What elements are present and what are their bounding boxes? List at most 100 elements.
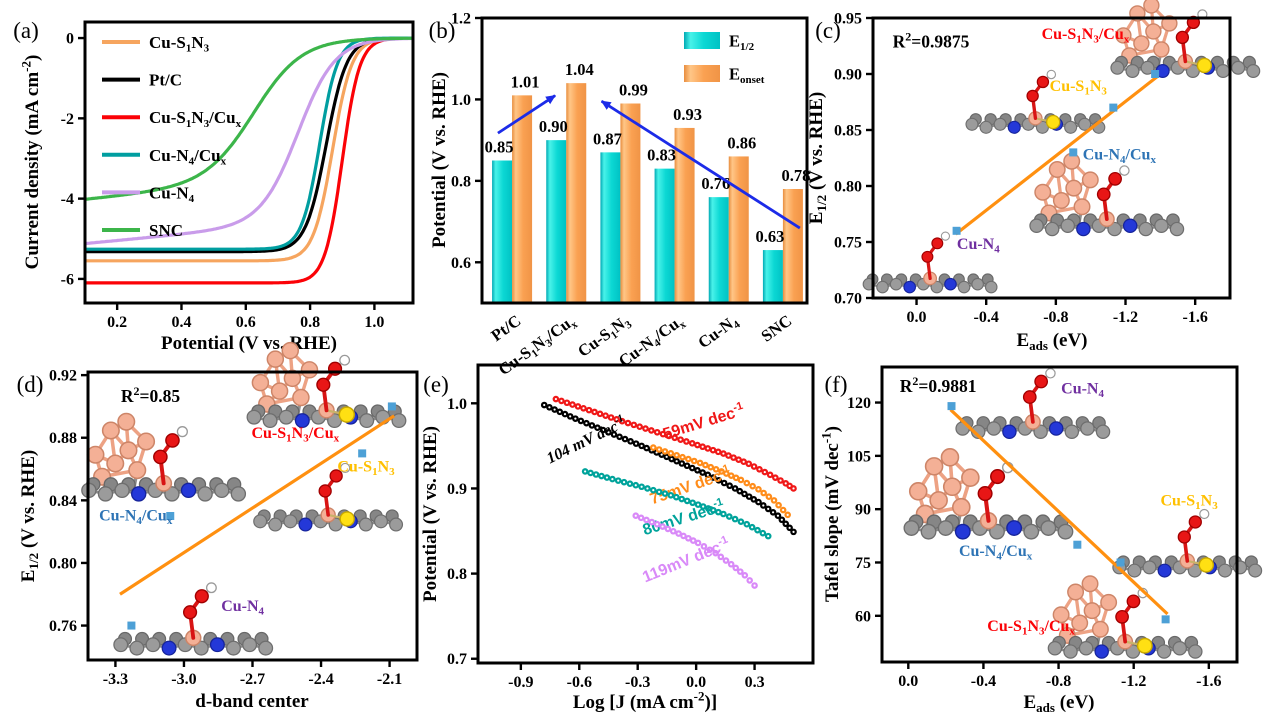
x-axis-label: Potential (V vs. RHE) (161, 333, 337, 354)
tafel-curve-80mV-dec-1- (581, 468, 772, 540)
x-tick-label: -1.2 (1121, 673, 1146, 690)
y-tick-label: 1.0 (447, 396, 467, 413)
scatter-point-Cu-N-4- (952, 226, 961, 235)
fit-line (954, 74, 1159, 236)
bar-ehalf (492, 160, 513, 303)
point-label: Cu-S1N3 (1160, 493, 1218, 513)
y-axis-label: Potential (V vs. RHE) (429, 72, 450, 248)
bar-eonset (512, 95, 533, 303)
legend-item: Pt/C (102, 71, 182, 90)
legend-item: SNC (102, 221, 183, 240)
bar-value-label: 1.01 (511, 72, 540, 91)
x-tick-label: 0.4 (171, 314, 191, 331)
lsv-curve-SNC (84, 36, 414, 201)
y-tick-label: 0.84 (49, 493, 77, 510)
panel-d: Cu-N4/Cux Cu-S1N3/Cux Cu-S1N3 Cu-N4 R2=0.85 -… (17, 341, 419, 712)
y-tick-label: 1.2 (451, 11, 471, 28)
cu-n4-molecule-inset (113, 582, 274, 656)
r-squared-label: R2=0.9881 (900, 374, 977, 396)
y-tick-label: 0.92 (49, 368, 77, 385)
fit-line (949, 408, 1169, 616)
x-tick-label: 0.2 (107, 314, 127, 331)
lsv-curve-Cu-S-1-N-3-Cu-x- (84, 36, 414, 285)
y-tick-label: -6 (61, 271, 74, 288)
category-label: Cu-N4 (694, 311, 743, 355)
y-tick-label: 0.85 (834, 123, 862, 140)
bar-value-label: 0.90 (539, 117, 568, 136)
point-label: Cu-S1N3/Cux (1042, 26, 1130, 46)
plot-border (480, 16, 809, 305)
legend-item: Cu-N4/Cux (102, 146, 227, 168)
cu-n4-molecule-inset (955, 368, 1111, 440)
y-tick-label: 0.76 (49, 618, 77, 635)
legend-label: Cu-N4 (149, 183, 195, 205)
scatter-point-Cu-S-1-N-3- (1116, 558, 1125, 567)
x-tick-label: -1.6 (1183, 309, 1208, 326)
y-tick-label: 0.95 (834, 11, 862, 28)
lsv-curve-Cu-N-4- (84, 36, 414, 246)
point-label: Cu-N4 (221, 598, 264, 618)
lsv-curve-Pt-C (84, 36, 414, 254)
cu-s1n3-molecule-inset (1112, 508, 1263, 578)
bar-value-label: 0.78 (781, 166, 810, 185)
y-tick-label: -4 (61, 191, 74, 208)
point-label: Cu-S1N3/Cux (251, 425, 339, 445)
legend-item: Eonset (684, 65, 765, 87)
panel-letter: (c) (815, 18, 841, 43)
y-axis-label: Current density (mA cm-2) (18, 55, 43, 270)
y-tick-label: 0.75 (834, 235, 862, 252)
x-tick-label: -0.4 (971, 673, 996, 690)
bar-value-label: 0.76 (701, 174, 730, 193)
tafel-slope-label: 59mV dec-1 (660, 400, 746, 443)
x-tick-label: 0.6 (236, 314, 256, 331)
y-tick-label: 0.8 (447, 566, 467, 583)
point-label: Cu-N4/Cux (959, 543, 1033, 563)
bar-ehalf (654, 168, 675, 303)
x-tick-label: -2.1 (377, 671, 402, 688)
y-tick-label: 0.9 (447, 481, 467, 498)
point-label: Cu-S1N3 (337, 458, 395, 478)
bar-eonset (620, 103, 641, 303)
y-axis-label: E1/2 (V vs. RHE) (18, 450, 41, 582)
panel-f: Cu-N4 Cu-S1N3 Cu-N4/Cux Cu-S1N3/Cux R2=0.988… (818, 365, 1263, 715)
panel-letter: (a) (13, 18, 39, 43)
bar-value-label: 0.99 (619, 81, 648, 100)
x-tick-label: -0.6 (567, 674, 592, 691)
legend-item: Cu-N4 (102, 183, 195, 205)
bar-ehalf (762, 250, 783, 303)
scatter-point-Cu-N-4-Cu-x- (166, 512, 175, 520)
panel-letter: (d) (17, 372, 44, 397)
trend-arrow (600, 100, 801, 230)
legend-label: E1/2 (729, 32, 755, 54)
y-axis-label: Potential (V vs. RHE) (420, 426, 441, 602)
cu-n4-cux-molecule-inset (81, 412, 247, 502)
bar-value-label: 0.83 (647, 146, 676, 165)
point-label: Cu-S1N3 (1050, 78, 1108, 98)
scatter-point-Cu-S-1-N-3- (358, 449, 367, 458)
x-tick-label: -1.6 (1196, 673, 1221, 690)
scatter-point-Cu-N-4- (947, 402, 956, 411)
x-tick-label: 1.0 (364, 314, 384, 331)
x-axis-label: Eads (eV) (1016, 330, 1087, 353)
y-tick-label: 0.70 (834, 291, 862, 308)
plot-border (476, 363, 815, 665)
y-tick-label: 0.6 (451, 255, 471, 272)
cu-n4-cux-molecule-inset (903, 447, 1074, 540)
scatter-point-Cu-N-4-Cu-x- (1069, 148, 1078, 157)
cu-n4-cux-molecule-inset (1029, 152, 1185, 237)
x-tick-label: 0.8 (300, 314, 320, 331)
r-squared-label: R2=0.9875 (893, 29, 970, 51)
x-tick-label: -2.7 (240, 671, 265, 688)
x-tick-label: -0.8 (1046, 673, 1071, 690)
panel-c: Cu-S1N3/Cux Cu-S1N3 Cu-N4/Cux Cu-N4 R2=0.987… (806, 0, 1261, 353)
fit-line (119, 414, 396, 596)
x-tick-label: -0.9 (508, 674, 533, 691)
legend-label: Eonset (729, 65, 765, 87)
bar-value-label: 0.86 (727, 133, 756, 152)
bar-value-label: 1.04 (565, 60, 594, 79)
y-axis-label: E1/2 (V vs. RHE) (806, 92, 829, 224)
point-label: Cu-N4/Cux (1083, 146, 1157, 166)
trend-arrow (497, 94, 556, 135)
legend-label: Pt/C (149, 71, 182, 90)
